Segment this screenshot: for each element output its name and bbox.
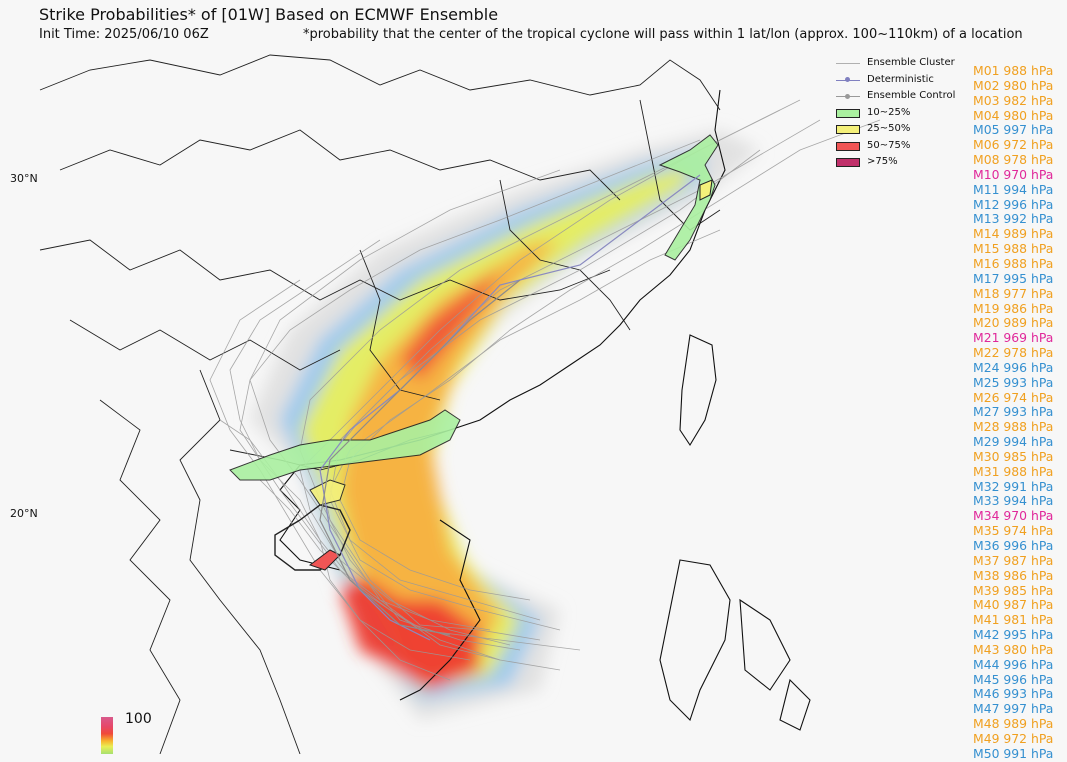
member-pressure: M42 995 hPa — [973, 627, 1054, 643]
legend-item: Ensemble Cluster — [836, 55, 955, 72]
legend-label: >75% — [867, 156, 898, 167]
probability-swath — [250, 130, 760, 720]
member-pressure: M32 991 hPa — [973, 478, 1054, 494]
member-pressure: M31 988 hPa — [973, 463, 1054, 479]
member-pressure: M18 977 hPa — [973, 285, 1054, 301]
member-pressure: M50 991 hPa — [973, 745, 1054, 761]
legend-label: 25~50% — [867, 123, 911, 134]
member-pressure: M12 996 hPa — [973, 196, 1054, 212]
member-pressure: M29 994 hPa — [973, 434, 1054, 450]
legend-item: >75% — [836, 154, 955, 171]
member-pressure: M06 972 hPa — [973, 137, 1054, 153]
member-pressure: M02 980 hPa — [973, 77, 1054, 93]
legend-symbol — [836, 93, 860, 99]
legend-symbol — [836, 158, 860, 167]
legend-symbol — [836, 108, 860, 118]
member-pressure: M43 980 hPa — [973, 641, 1054, 657]
member-pressure: M35 974 hPa — [973, 523, 1054, 539]
member-pressure: M49 972 hPa — [973, 730, 1054, 746]
member-pressure: M25 993 hPa — [973, 374, 1054, 390]
legend: Ensemble Cluster Deterministic Ensemble Co… — [836, 55, 955, 171]
member-pressure-list: M01 988 hPa M02 980 hPa M03 982 hPa M04 980… — [973, 63, 1054, 762]
init-time: Init Time: 2025/06/10 06Z — [39, 27, 209, 42]
member-pressure: M13 992 hPa — [973, 211, 1054, 227]
legend-item: Ensemble Control — [836, 88, 955, 105]
member-pressure: M34 970 hPa — [973, 508, 1054, 524]
member-pressure: M14 989 hPa — [973, 226, 1054, 242]
member-pressure: M30 985 hPa — [973, 448, 1054, 464]
lat-label-20: 20°N — [10, 507, 38, 520]
latitude-labels: 30°N 20°N — [10, 172, 38, 520]
member-pressure: M38 986 hPa — [973, 567, 1054, 583]
colorbar — [101, 717, 113, 754]
legend-label: 10~25% — [867, 106, 911, 118]
legend-label: Ensemble Control — [867, 90, 956, 101]
member-pressure: M45 996 hPa — [973, 671, 1054, 687]
legend-label: 50~75% — [867, 139, 911, 151]
member-pressure: M15 988 hPa — [973, 241, 1054, 257]
legend-symbol — [836, 141, 860, 151]
member-pressure: M01 988 hPa — [973, 63, 1054, 78]
member-pressure: M36 996 hPa — [973, 538, 1054, 553]
member-pressure: M21 969 hPa — [973, 330, 1054, 346]
member-pressure: M44 996 hPa — [973, 656, 1054, 672]
member-pressure: M11 994 hPa — [973, 181, 1054, 197]
footnote: *probability that the center of the trop… — [303, 27, 1023, 42]
legend-item: Deterministic — [836, 72, 955, 89]
member-pressure: M24 996 hPa — [973, 359, 1054, 375]
lat-label-30: 30°N — [10, 172, 38, 185]
member-pressure: M19 986 hPa — [973, 300, 1054, 316]
member-pressure: M22 978 hPa — [973, 345, 1054, 361]
legend-symbol — [836, 63, 860, 64]
member-pressure: M48 989 hPa — [973, 716, 1054, 732]
chart-title: Strike Probabilities* of [01W] Based on … — [39, 5, 499, 24]
legend-item: 25~50% — [836, 121, 955, 138]
coastline — [279, 89, 811, 731]
member-pressure: M46 993 hPa — [973, 686, 1054, 702]
member-pressure: M04 980 hPa — [973, 107, 1054, 123]
legend-item: 10~25% — [836, 105, 955, 122]
main-tracks — [319, 174, 701, 641]
legend-label: Ensemble Cluster — [867, 57, 955, 68]
legend-label: Deterministic — [867, 73, 934, 85]
member-pressure: M40 987 hPa — [973, 597, 1054, 613]
member-pressure: M16 988 hPa — [973, 255, 1054, 271]
member-pressure: M08 978 hPa — [973, 152, 1054, 168]
member-pressure: M47 997 hPa — [973, 701, 1054, 717]
member-pressure: M39 985 hPa — [973, 582, 1054, 598]
legend-symbol — [836, 77, 860, 82]
member-pressure: M03 982 hPa — [973, 92, 1054, 108]
colorbar-max-label: 100 — [125, 711, 152, 727]
member-pressure: M28 988 hPa — [973, 419, 1054, 435]
member-pressure: M37 987 hPa — [973, 552, 1054, 568]
legend-item: 50~75% — [836, 138, 955, 155]
member-pressure: M17 995 hPa — [973, 270, 1054, 286]
member-pressure: M20 989 hPa — [973, 315, 1054, 331]
member-pressure: M27 993 hPa — [973, 404, 1054, 420]
member-pressure: M26 974 hPa — [973, 389, 1054, 405]
member-pressure: M05 997 hPa — [973, 122, 1054, 138]
member-pressure: M33 994 hPa — [973, 493, 1054, 509]
legend-symbol — [836, 125, 860, 134]
member-pressure: M10 970 hPa — [973, 166, 1054, 182]
member-pressure: M41 981 hPa — [973, 612, 1054, 628]
